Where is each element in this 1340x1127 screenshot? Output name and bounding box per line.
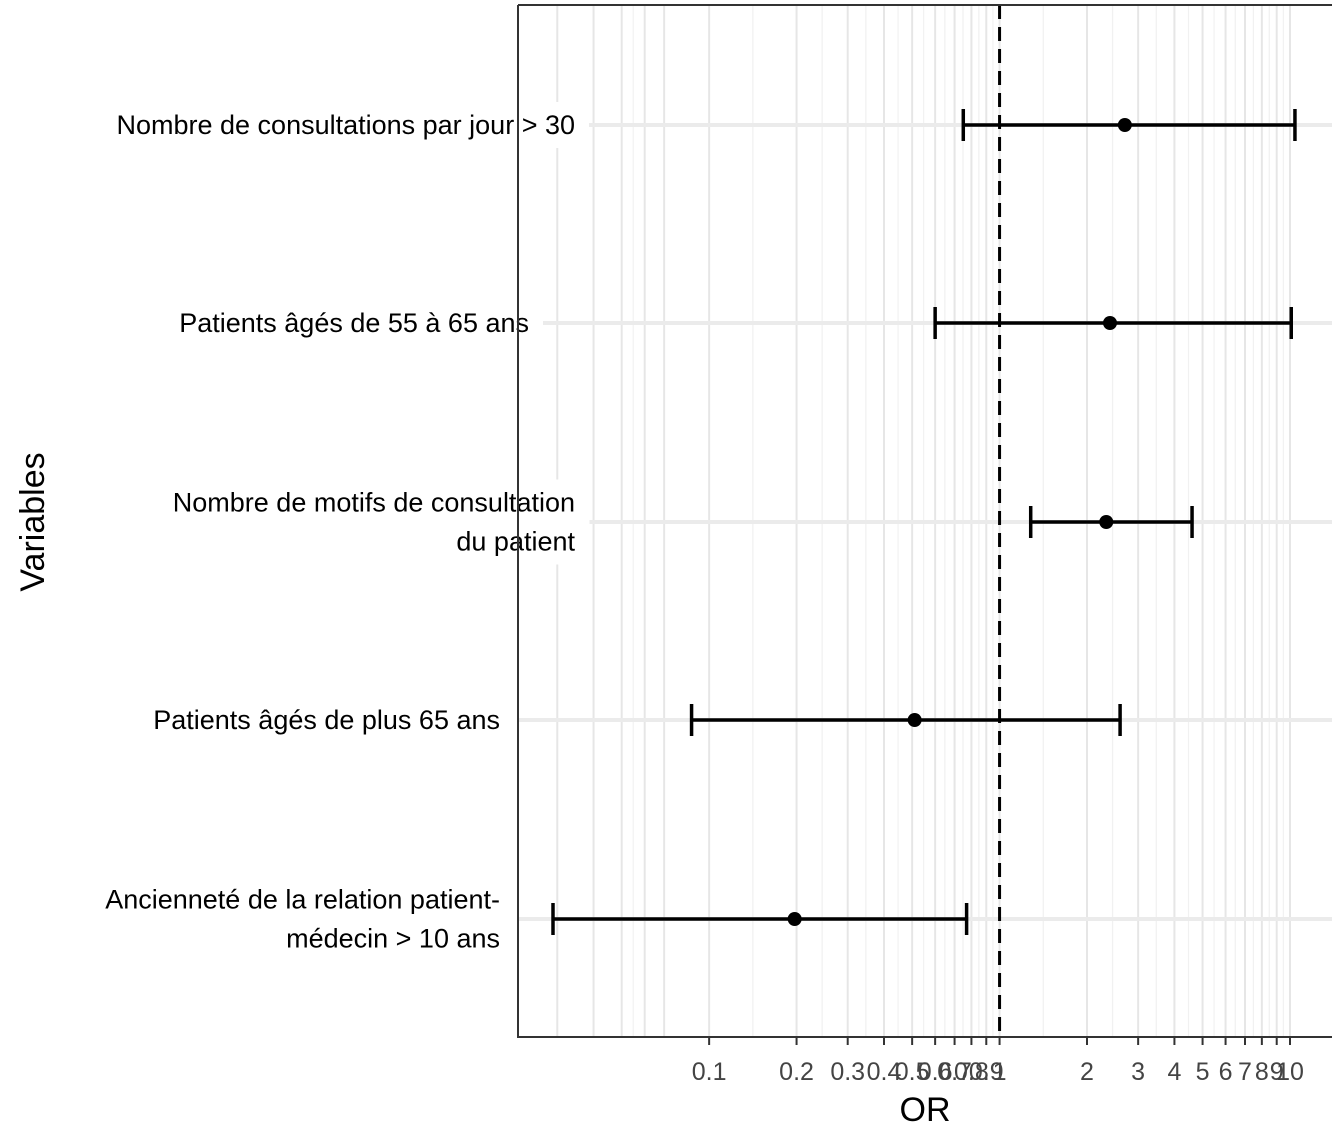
x-tick-label: 1 xyxy=(993,1058,1007,1086)
category-label-background xyxy=(147,697,514,743)
x-tick-label: 0.2 xyxy=(779,1058,814,1086)
category-label: Patients âgés de plus 65 ans xyxy=(153,705,500,735)
category-label-background xyxy=(166,479,590,565)
x-axis-tick-marks xyxy=(708,1037,1291,1045)
point-estimates xyxy=(787,118,1132,926)
category-label: Nombre de motifs de consultation du patie… xyxy=(173,488,576,557)
point-estimate xyxy=(787,912,802,926)
category-label-background xyxy=(110,102,589,148)
category-label-line: Patients âgés de plus 65 ans xyxy=(153,705,500,735)
x-tick-label: 8 xyxy=(1255,1058,1269,1086)
point-estimate xyxy=(1102,316,1117,330)
x-tick-label: 7 xyxy=(1238,1058,1252,1086)
category-label: Patients âgés de 55 à 65 ans xyxy=(179,308,529,338)
x-tick-label: 0.4 xyxy=(867,1058,902,1086)
category-label: Ancienneté de la relation patient-médeci… xyxy=(105,885,500,954)
point-estimate xyxy=(1099,515,1114,529)
x-tick-label: 2 xyxy=(1080,1058,1094,1086)
x-tick-label: 5 xyxy=(1196,1058,1210,1086)
category-labels: Nombre de consultations par jour > 30 Pat… xyxy=(105,110,575,954)
x-tick-label: 0.8 xyxy=(954,1058,989,1086)
category-label-line: médecin > 10 ans xyxy=(286,924,500,954)
category-label-line: Patients âgés de 55 à 65 ans xyxy=(179,308,529,338)
x-tick-label: 0.5 xyxy=(895,1058,930,1086)
x-tick-label: 4 xyxy=(1167,1058,1181,1086)
y-axis-title: Variables xyxy=(14,452,52,591)
x-tick-label: 3 xyxy=(1131,1058,1145,1086)
category-label-line: Ancienneté de la relation patient- xyxy=(105,885,500,915)
x-axis-tick-labels: 0.1 0.2 0.3 0.40.50.60.70.80.91 2 3 4 5 6 7 8 910 xyxy=(692,1058,1304,1086)
category-label-line: Nombre de consultations par jour > 30 xyxy=(116,110,575,140)
point-estimate xyxy=(907,713,922,727)
x-tick-label: 6 xyxy=(1219,1058,1233,1086)
category-label-line: du patient xyxy=(456,527,575,557)
category-label: Nombre de consultations par jour > 30 xyxy=(116,110,575,140)
x-axis-title: OR xyxy=(900,1091,951,1127)
category-label-background xyxy=(99,876,514,962)
point-estimate xyxy=(1117,118,1132,132)
x-tick-label: 0.3 xyxy=(830,1058,865,1086)
x-tick-label: 0.6 xyxy=(918,1058,953,1086)
plot-border xyxy=(517,4,1332,1038)
x-tick-label: 0.1 xyxy=(692,1058,727,1086)
category-label-backgrounds xyxy=(99,102,590,962)
x-tick-label: 0.7 xyxy=(937,1058,972,1086)
x-tick-label: 10 xyxy=(1276,1058,1304,1086)
category-label-line: Nombre de motifs de consultation xyxy=(173,488,575,518)
x-tick-label: 9 xyxy=(1270,1058,1284,1086)
category-label-background xyxy=(173,300,543,346)
x-tick-label: 0.9 xyxy=(969,1058,1004,1086)
